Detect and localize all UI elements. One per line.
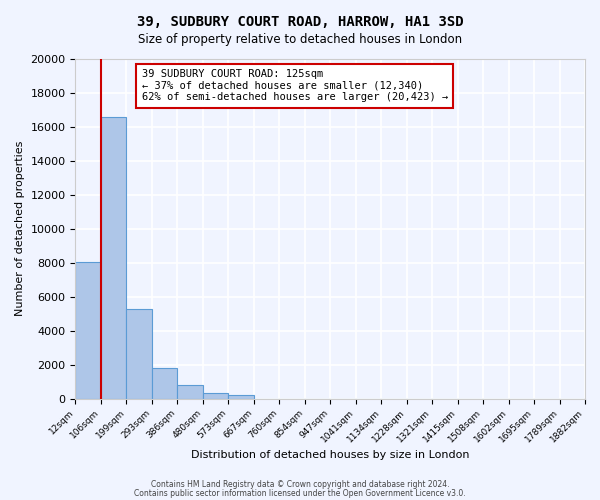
X-axis label: Distribution of detached houses by size in London: Distribution of detached houses by size … [191, 450, 469, 460]
Text: Contains public sector information licensed under the Open Government Licence v3: Contains public sector information licen… [134, 489, 466, 498]
Text: Contains HM Land Registry data © Crown copyright and database right 2024.: Contains HM Land Registry data © Crown c… [151, 480, 449, 489]
Text: 39, SUDBURY COURT ROAD, HARROW, HA1 3SD: 39, SUDBURY COURT ROAD, HARROW, HA1 3SD [137, 15, 463, 29]
Y-axis label: Number of detached properties: Number of detached properties [15, 141, 25, 316]
Bar [178, 386, 203, 398]
Bar [127, 308, 152, 398]
Bar [152, 368, 178, 398]
Bar [76, 262, 101, 398]
Text: 39 SUDBURY COURT ROAD: 125sqm
← 37% of detached houses are smaller (12,340)
62% : 39 SUDBURY COURT ROAD: 125sqm ← 37% of d… [142, 69, 448, 102]
Bar [228, 395, 254, 398]
Text: Size of property relative to detached houses in London: Size of property relative to detached ho… [138, 32, 462, 46]
Bar [101, 116, 127, 398]
Bar [203, 394, 228, 398]
